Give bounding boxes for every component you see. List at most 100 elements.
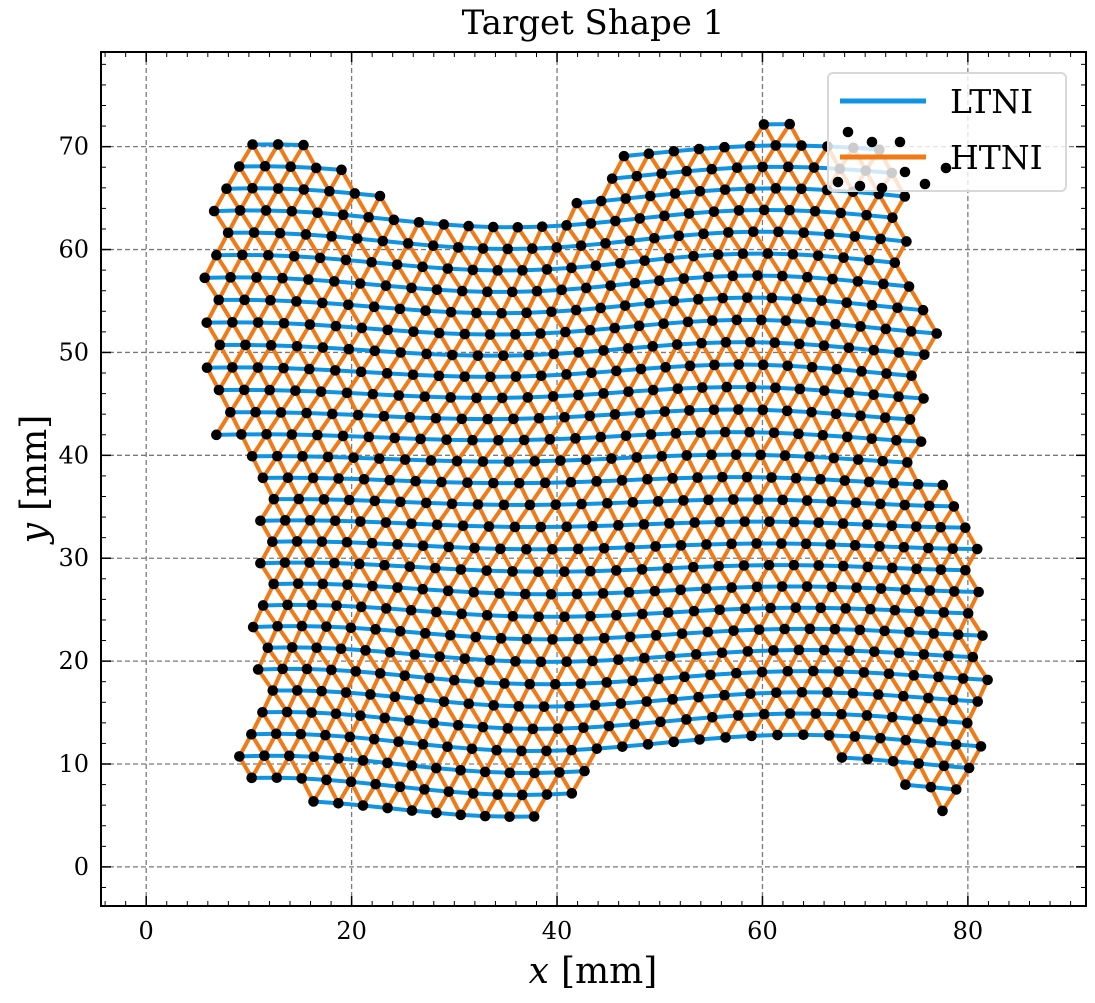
mesh-node [321,774,332,786]
mesh-node [773,226,784,238]
mesh-node [575,678,587,689]
mesh-node [547,634,558,645]
mesh-node [267,536,278,548]
mesh-node [322,451,334,463]
mesh-node [498,499,510,511]
mesh-node [350,666,362,677]
legend: LTNI HTNI [827,72,1067,194]
mesh-node [822,687,833,698]
mesh-node [801,495,813,506]
mesh-node [598,632,610,644]
mesh-node [708,404,720,416]
mesh-node [336,164,347,176]
mesh-node [479,810,491,822]
mesh-node [331,600,342,611]
mesh-node [255,515,266,527]
mesh-node [751,538,762,549]
mesh-node [393,390,405,401]
mesh-node [384,474,396,486]
mesh-node [584,410,596,422]
mesh-node [681,165,692,177]
mesh-node [613,654,624,666]
mesh-node [211,429,222,441]
mesh-node [252,317,264,328]
mesh-node [304,557,315,568]
mesh-node [790,602,802,614]
y-tick-label: 0 [74,853,89,881]
mesh-node [639,652,650,664]
mesh-node [830,318,841,330]
mesh-node [472,350,484,361]
mesh-node [877,455,889,467]
mesh-node [606,453,617,464]
mesh-node [470,631,481,643]
mesh-node [259,160,271,172]
mesh-node [627,675,638,687]
mesh-node [667,473,678,484]
mesh-node [303,274,314,285]
mesh-node [487,221,499,233]
mesh-node [291,340,303,352]
mesh-node [573,347,585,358]
mesh-node [688,250,699,262]
mesh-node [357,800,369,811]
mesh-node [311,642,322,654]
mesh-node [849,731,861,742]
x-tick-label: 0 [139,917,154,945]
mesh-node [455,564,467,575]
mesh-node [962,608,974,619]
mesh-node [629,277,641,289]
mesh-node [840,603,851,614]
mesh-node [237,249,248,261]
mesh-node [469,542,480,554]
mesh-node [459,328,471,340]
mesh-node [326,231,337,242]
mesh-node [835,207,847,219]
mesh-node [637,608,648,620]
mesh-node [781,405,793,417]
mesh-node [872,689,884,700]
mesh-node [527,723,539,735]
mesh-node [931,328,943,339]
mesh-node [315,386,327,397]
mesh-node [668,295,680,307]
mesh-node [399,670,411,681]
mesh-node [374,190,386,202]
mesh-node [370,778,381,790]
mesh-node [547,544,558,555]
mesh-node [766,292,778,304]
mesh-node [609,409,621,420]
mesh-node [959,522,971,533]
mesh-node [586,367,597,379]
mesh-node [918,649,930,660]
mesh-node [928,628,940,639]
mesh-node [271,450,283,462]
mesh-node [482,413,493,425]
mesh-node [559,566,570,577]
mesh-node [836,708,847,720]
mesh-node [726,538,737,550]
mesh-node [889,604,901,616]
mesh-node [703,494,714,506]
mesh-node [488,700,500,711]
mesh-node [510,371,522,382]
mesh-node [419,784,430,795]
mesh-node [901,236,912,247]
mesh-node [262,642,274,654]
mesh-node [647,341,659,352]
y-axis-label: y [mm] [14,415,55,546]
mesh-node [779,623,790,635]
mesh-node [459,653,471,664]
mesh-node [675,540,687,551]
mesh-node [723,227,734,238]
mesh-node [631,452,643,463]
mesh-node [728,494,739,505]
mesh-node [912,479,924,490]
mesh-node [285,161,297,173]
mesh-node [443,786,455,797]
mesh-node [645,190,656,202]
mesh-node [420,305,431,317]
mesh-node [844,645,855,656]
mesh-node [875,233,886,245]
